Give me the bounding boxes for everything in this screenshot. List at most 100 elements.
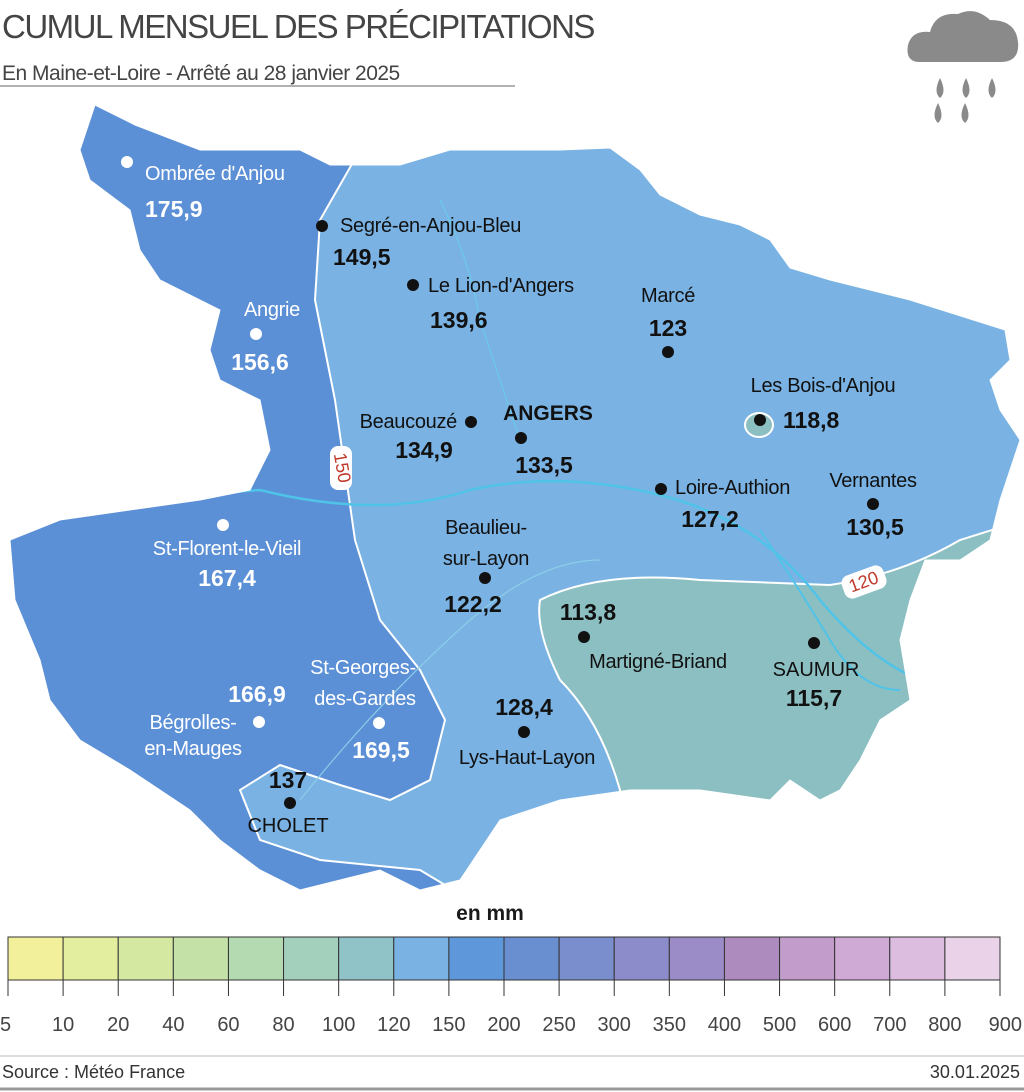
legend: 5 10 20 40 60 80 100 120 150 200 250 300 350 400 500 60…: [0, 936, 1022, 1036]
legend-swatch: [723, 936, 781, 981]
station-name: ANGERS: [503, 402, 593, 425]
station-dot: [808, 637, 820, 649]
station-value: 169,5: [352, 737, 410, 763]
legend-tick-label: 350: [653, 1014, 686, 1036]
legend-swatch: [117, 936, 174, 981]
station-value: 113,8: [560, 599, 616, 625]
station-value: 115,7: [786, 685, 842, 711]
legend-tick-label: 40: [162, 1014, 184, 1036]
station-dot: [253, 716, 265, 728]
station-dot: [754, 414, 766, 426]
station-dot: [867, 498, 879, 510]
legend-swatch: [558, 936, 615, 981]
station-name: Martigné-Briand: [589, 651, 727, 673]
legend-swatch: [779, 936, 836, 981]
legend-tick-label: 500: [763, 1014, 796, 1036]
legend-swatch: [227, 936, 285, 981]
legend-swatch: [834, 936, 891, 981]
legend-swatch: [668, 936, 725, 981]
station-dot: [479, 572, 491, 584]
legend-tick-label: 150: [432, 1014, 465, 1036]
station-dot: [465, 416, 477, 428]
station-value: 175,9: [145, 196, 203, 222]
legend-tick-label: 600: [818, 1014, 851, 1036]
legend-tick-label: 400: [708, 1014, 741, 1036]
legend-swatch: [503, 936, 560, 981]
station-dot: [407, 279, 419, 291]
station-value: 123: [649, 315, 687, 341]
station-value: 130,5: [846, 514, 904, 540]
legend-tick-label: 120: [377, 1014, 410, 1036]
legend-swatch: [7, 936, 64, 981]
station-name: Vernantes: [829, 470, 917, 492]
legend-swatch: [393, 936, 450, 981]
station-value: 156,6: [231, 349, 289, 375]
station-value: 167,4: [198, 565, 256, 591]
station-value: 166,9: [228, 681, 286, 707]
legend-tick-label: 250: [542, 1014, 575, 1036]
station-dot: [121, 156, 133, 168]
station-name: St-Georges-: [310, 657, 416, 679]
station-dot: [250, 328, 262, 340]
legend-tick-label: 20: [107, 1014, 129, 1036]
station-dot: [217, 519, 229, 531]
legend-tick-label: 700: [873, 1014, 906, 1036]
legend-swatch: [613, 936, 670, 981]
station-value: 139,6: [430, 307, 488, 333]
station-value: 134,9: [395, 437, 453, 463]
date: 30.01.2025: [930, 1062, 1020, 1082]
title: CUMUL MENSUEL DES PRÉCIPITATIONS: [2, 8, 594, 45]
station-name: Lys-Haut-Layon: [459, 747, 595, 769]
station-name: en-Mauges: [144, 738, 242, 760]
legend-tick-label: 60: [217, 1014, 239, 1036]
station-dot: [284, 797, 296, 809]
legend-swatch: [172, 936, 229, 981]
station-name: CHOLET: [247, 815, 328, 837]
station-name: Marcé: [641, 285, 695, 307]
station-name: Angrie: [244, 299, 300, 321]
station-dot: [578, 631, 590, 643]
legend-swatch: [944, 936, 1001, 981]
station-name: Beaucouzé: [360, 411, 458, 433]
station-dot: [515, 432, 527, 444]
station-value: 128,4: [495, 694, 553, 720]
station-name: Le Lion-d'Angers: [428, 275, 574, 297]
station-value: 149,5: [333, 244, 391, 270]
station-dot: [316, 220, 328, 232]
station-name: Segré-en-Anjou-Bleu: [340, 215, 521, 237]
legend-tick-label: 10: [52, 1014, 74, 1036]
station-dot: [655, 483, 667, 495]
station-value: 127,2: [681, 506, 739, 532]
station-name: des-Gardes: [314, 688, 416, 710]
legend-swatch: [338, 936, 395, 981]
station-name: Les Bois-d'Anjou: [751, 375, 896, 397]
legend-tick-label: 100: [322, 1014, 355, 1036]
department-outline: [9, 104, 1021, 891]
station-value: 133,5: [515, 452, 573, 478]
legend-tick-label: 300: [598, 1014, 631, 1036]
station-name: sur-Layon: [443, 548, 529, 570]
legend-tick-label: 80: [272, 1014, 294, 1036]
legend-unit: en mm: [456, 902, 524, 925]
station-name: Bégrolles-: [149, 712, 236, 734]
legend-swatch: [283, 936, 340, 981]
legend-tick-label: 800: [928, 1014, 961, 1036]
legend-swatch: [448, 936, 505, 981]
source: Source : Météo France: [2, 1062, 185, 1082]
isoline-badge: [841, 565, 887, 599]
station-value: 122,2: [444, 591, 502, 617]
stations: Ombrée d'Anjou 175,9 Segré-en-Anjou-Bleu…: [121, 156, 917, 837]
subtitle: En Maine-et-Loire - Arrêté au 28 janvier…: [2, 62, 400, 85]
isoline-badge: [330, 446, 352, 490]
rain-icon: [907, 11, 1019, 123]
station-value: 137: [269, 767, 307, 793]
station-name: Loire-Authion: [675, 477, 790, 499]
legend-tick-label: 200: [487, 1014, 520, 1036]
station-name: St-Florent-le-Vieil: [153, 538, 301, 560]
station-dot: [662, 346, 674, 358]
legend-tick-label: 5: [0, 1014, 11, 1036]
station-value: 118,8: [783, 407, 839, 433]
station-dot: [373, 717, 385, 729]
legend-swatch: [62, 936, 119, 981]
